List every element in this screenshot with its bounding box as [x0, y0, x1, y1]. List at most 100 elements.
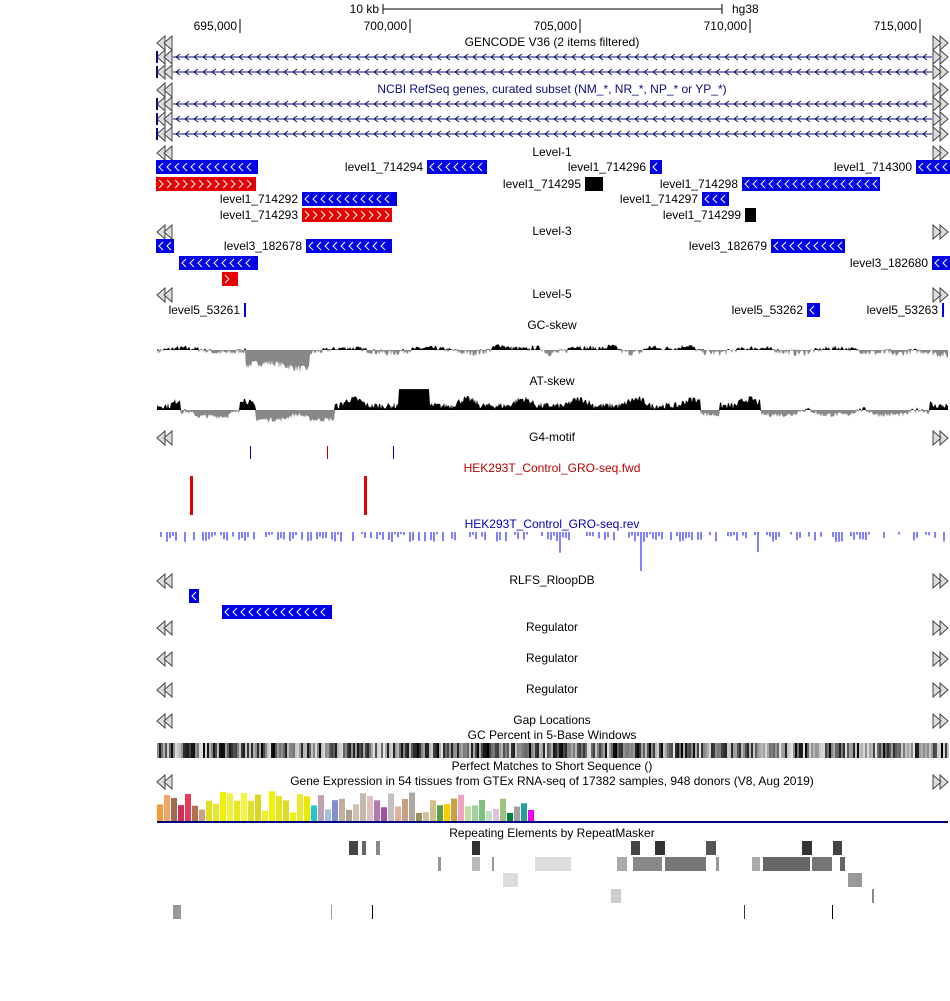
gc-window: [453, 743, 455, 758]
signal-bar: [841, 532, 843, 542]
gc-window: [751, 743, 753, 758]
gc-window: [733, 743, 735, 758]
gc-window: [663, 743, 665, 758]
gc-window: [331, 743, 333, 758]
expression-bar: [423, 812, 429, 821]
gc-window: [299, 743, 301, 758]
signal-bar: [565, 532, 567, 539]
gc-window: [233, 743, 235, 758]
gc-window: [567, 743, 569, 758]
gc-window: [639, 743, 641, 758]
gc-window: [637, 743, 639, 758]
gc-window: [255, 743, 257, 758]
signal-bar: [325, 532, 327, 539]
repeat-element: [503, 873, 518, 887]
signal-bar: [352, 532, 354, 542]
signal-bar: [742, 532, 744, 536]
expression-bar: [241, 792, 247, 821]
scroll-left: [163, 48, 173, 66]
gc-window: [859, 743, 861, 758]
ruler-position: 710,000: [704, 19, 748, 33]
gc-window: [867, 743, 869, 758]
gc-window: [501, 743, 503, 758]
gc-window: [549, 743, 551, 758]
signal-bar: [691, 532, 693, 541]
signal-bar: [646, 532, 648, 538]
gc-window: [529, 743, 531, 758]
gc-window: [895, 743, 897, 758]
expression-bar: [451, 798, 457, 821]
track-title: G4-motif: [529, 430, 576, 444]
gc-window: [671, 743, 673, 758]
gc-window: [585, 743, 587, 758]
gc-window: [263, 743, 265, 758]
gc-window: [723, 743, 725, 758]
repeat-element: [872, 889, 874, 903]
gc-window: [495, 743, 497, 758]
signal-bar: [799, 532, 801, 538]
repeat-element: [840, 857, 845, 871]
ruler-position: 700,000: [364, 19, 408, 33]
gc-window: [431, 743, 433, 758]
gc-window: [727, 743, 729, 758]
strand-chevrons: [175, 100, 928, 108]
signal-bar: [613, 532, 615, 541]
gc-window: [701, 743, 703, 758]
gc-window: [793, 743, 795, 758]
feature: [745, 208, 756, 222]
gc-window: [577, 743, 579, 758]
signal-bar: [682, 532, 684, 541]
scroll-right: [932, 572, 942, 590]
gc-window: [201, 743, 203, 758]
signal-bar: [166, 532, 168, 542]
repeat-element: [802, 841, 812, 855]
gc-window: [703, 743, 705, 758]
gc-window: [351, 743, 353, 758]
gc-window: [919, 743, 921, 758]
gc-window: [869, 743, 871, 758]
gc-window: [301, 743, 303, 758]
gc-window: [181, 743, 183, 758]
gc-window: [251, 743, 253, 758]
gc-window: [651, 743, 653, 758]
expression-bar: [311, 805, 317, 821]
signal-bar: [745, 532, 747, 539]
signal-bar: [418, 532, 420, 541]
gc-window: [759, 743, 761, 758]
gc-window: [463, 743, 465, 758]
gc-window: [737, 743, 739, 758]
signal-bar: [160, 532, 162, 537]
expression-bar: [521, 803, 527, 821]
gc-window: [465, 743, 467, 758]
signal-bar: [757, 532, 759, 553]
scroll-left: [163, 650, 173, 668]
gc-window: [341, 743, 343, 758]
feature: [302, 208, 392, 222]
gc-window: [493, 743, 495, 758]
expression-bar: [486, 810, 492, 821]
signal-bar: [637, 532, 639, 537]
gc-window: [543, 743, 545, 758]
expression-bar: [402, 798, 408, 821]
signal-bar: [484, 532, 486, 540]
gc-window: [209, 743, 211, 758]
gc-window: [833, 743, 835, 758]
signal-bar: [562, 532, 564, 538]
gc-window: [627, 743, 629, 758]
signal-bar: [175, 532, 177, 541]
signal-bar: [232, 532, 234, 537]
feature: [932, 256, 950, 270]
gc-window: [217, 743, 219, 758]
gc-window: [193, 743, 195, 758]
gc-window: [377, 743, 379, 758]
gc-window: [765, 743, 767, 758]
gc-window: [705, 743, 707, 758]
gc-window: [473, 743, 475, 758]
gc-window: [243, 743, 245, 758]
gc-window: [821, 743, 823, 758]
gc-window: [891, 743, 893, 758]
feature-strand: [304, 194, 390, 204]
signal-bar: [364, 532, 366, 538]
signal-bar: [556, 532, 558, 541]
gc-window: [629, 743, 631, 758]
